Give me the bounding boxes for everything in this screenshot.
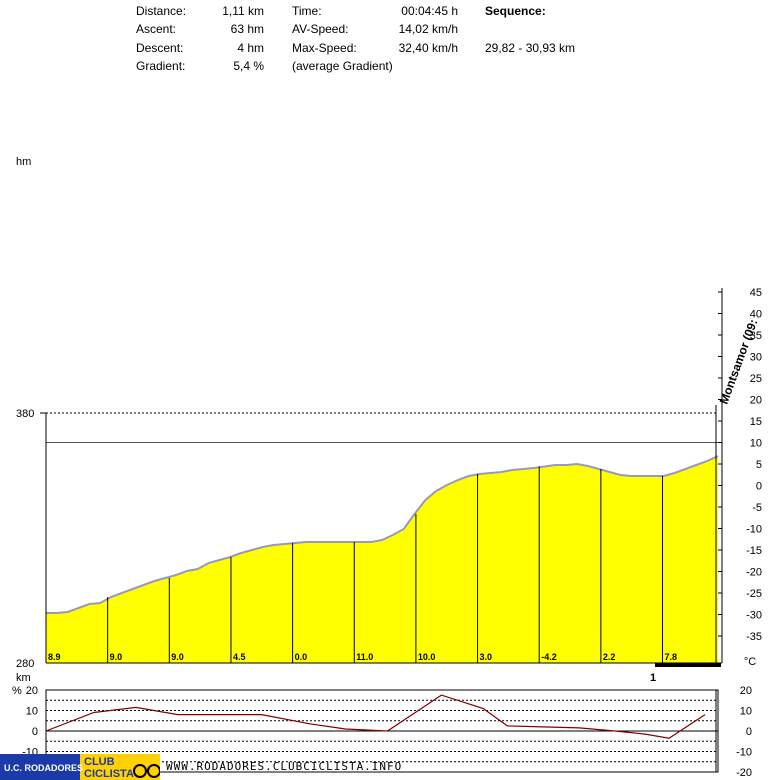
temperature-tick-label: 45 [750, 287, 762, 299]
y-tick-label: 280 [16, 658, 34, 670]
temperature-tick-label: 25 [750, 373, 762, 385]
gradient-line [45, 694, 706, 739]
temperature-tick-label: -25 [746, 588, 762, 600]
logo-text-c: CICLISTA [84, 768, 134, 780]
km-progress-bar [655, 663, 721, 667]
temperature-tick-label: -30 [746, 610, 762, 622]
temperature-tick-label: 0 [756, 481, 762, 493]
temperature-axis-label: °C [744, 656, 756, 668]
x-tick-label: 1 [650, 672, 656, 684]
maxspeed-value: 32,40 km/h [398, 41, 458, 55]
maxspeed-label: Max-Speed: [292, 41, 357, 55]
gradient-tick-label: 10 [26, 706, 38, 718]
segment-temperature-label: 3.0 [480, 652, 493, 662]
elevation-area [46, 456, 718, 663]
club-logo: U.C. RODADORES CLUB CICLISTA [0, 754, 160, 780]
ascent-label: Ascent: [136, 22, 177, 36]
avspeed-label: AV-Speed: [292, 22, 349, 36]
bicycle-wheel-icon [133, 764, 147, 778]
temperature-tick-label: 10 [750, 438, 762, 450]
segment-temperature-label: 2.2 [603, 652, 616, 662]
temperature-tick-label: 35 [750, 330, 762, 342]
sequence-label: Sequence: [485, 4, 546, 18]
gradient-right-tick-label: 0 [746, 726, 752, 738]
segment-temperature-label: 7.8 [665, 652, 678, 662]
avspeed-value: 14,02 km/h [398, 22, 458, 36]
temperature-tick-label: -35 [746, 631, 762, 643]
x-axis-label: km [16, 672, 31, 684]
logo-text-b: CLUB [84, 756, 115, 768]
elevation-plot: 380 280 8.9 9.0 9.0 4.5 0.0 11.0 10.0 3.0 -4.2 2.2 7… [16, 287, 762, 684]
temperature-tick-label: -10 [746, 524, 762, 536]
segment-temperature-label: 8.9 [48, 652, 61, 662]
temperature-tick-label: 20 [750, 395, 762, 407]
temperature-tick-label: -15 [746, 545, 762, 557]
descent-value: 4 hm [237, 41, 264, 55]
gradient-value: 5,4 % [233, 59, 264, 73]
segment-temperature-label: 11.0 [356, 652, 373, 662]
temperature-tick-label: -20 [746, 567, 762, 579]
y-axis-label: hm [16, 156, 31, 168]
temperature-tick-label: -5 [752, 502, 762, 514]
time-value: 00:04:45 h [401, 4, 458, 18]
gradient-right-tick-label: -20 [736, 767, 752, 779]
gradient-right-tick-label: -10 [736, 747, 752, 759]
gradient-tick-label: 20 [26, 685, 38, 697]
elevation-line [46, 455, 719, 614]
footer-url: WWW.RODADORES.CLUBCICLISTA.INFO [166, 760, 403, 773]
segment-temperature-label: 0.0 [295, 652, 308, 662]
temperature-tick-label: 40 [750, 309, 762, 321]
segment-temperature-label: 10.0 [418, 652, 436, 662]
gradient-tick-label: 0 [32, 726, 38, 738]
gradient-right-tick-label: 10 [740, 706, 752, 718]
distance-label: Distance: [136, 4, 187, 18]
y-tick-label: 380 [16, 408, 34, 420]
avg-gradient-note: (average Gradient) [292, 59, 393, 73]
time-label: Time: [292, 4, 322, 18]
segment-temperature-label: 4.5 [233, 652, 246, 662]
ascent-value: 63 hm [230, 22, 264, 36]
segment-temperature-label: -4.2 [541, 652, 557, 662]
gradient-label: Gradient: [136, 59, 186, 73]
descent-label: Descent: [136, 41, 184, 55]
segment-temperature-label: 9.0 [110, 652, 123, 662]
sequence-value: 29,82 - 30,93 km [485, 41, 576, 55]
logo-text-a: U.C. RODADORES [4, 763, 83, 773]
gradient-axis-label: % [12, 685, 22, 697]
bicycle-wheel-icon [147, 764, 160, 778]
temperature-tick-label: 5 [756, 459, 762, 471]
segment-temperature-label: 9.0 [171, 652, 184, 662]
gradient-right-tick-label: 20 [740, 685, 752, 697]
temperature-tick-label: 15 [750, 416, 762, 428]
distance-value: 1,11 km [222, 4, 264, 18]
temperature-tick-label: 30 [750, 352, 762, 364]
